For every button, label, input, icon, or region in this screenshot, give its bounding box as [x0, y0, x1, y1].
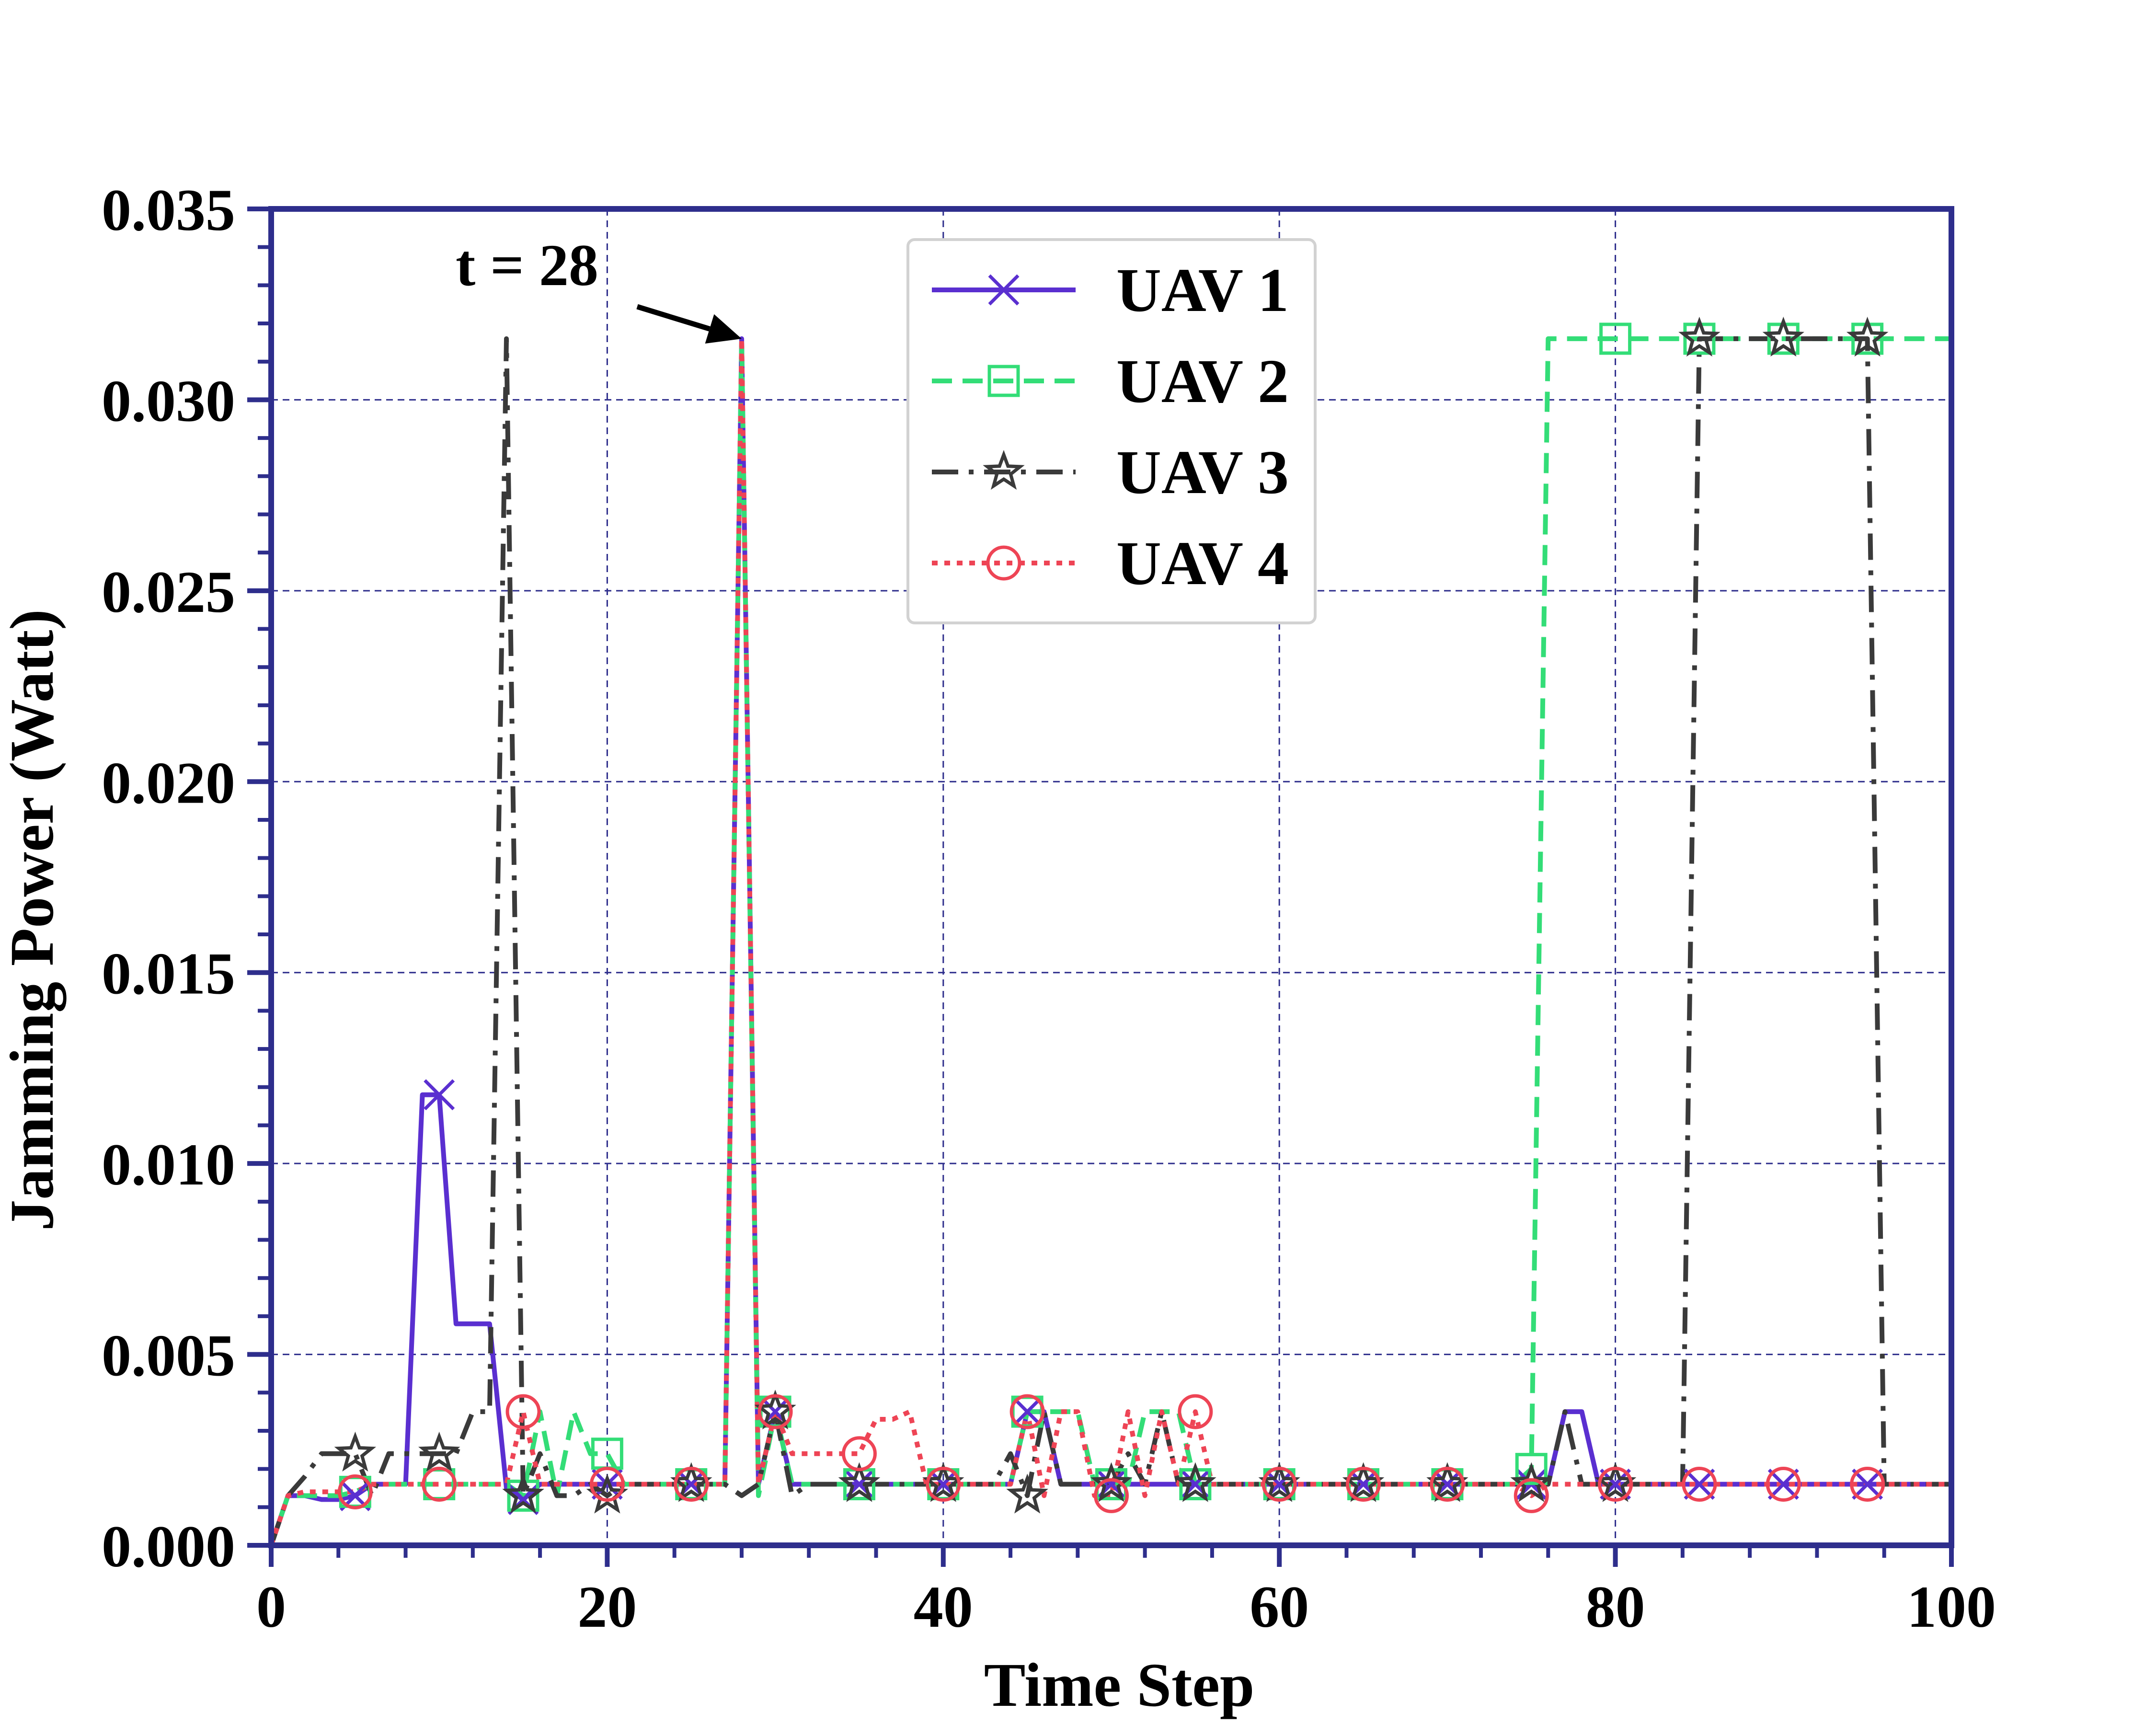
uav-4-point [674, 1467, 709, 1502]
uav-3-point [670, 1462, 712, 1502]
uav-4-point [1346, 1467, 1381, 1502]
uav-3-point [1846, 316, 1889, 357]
uav-1-point [1011, 1396, 1043, 1427]
x-tick-label: 40 [914, 1574, 973, 1640]
uav-3-point [502, 1473, 544, 1514]
uav-4-point [1682, 1467, 1717, 1502]
uav-3-point [754, 1390, 796, 1430]
legend-uav-4-marker [986, 545, 1021, 581]
y-tick-label: 0.005 [102, 1323, 235, 1389]
uav-3-point [1594, 1462, 1637, 1502]
uav-3-point [1510, 1462, 1553, 1502]
uav-4-point [1430, 1467, 1465, 1502]
axis-ticks [247, 207, 1954, 1567]
legend-uav-4-label: UAV 4 [1116, 529, 1289, 598]
uav-2-series-line [269, 336, 1951, 1546]
uav-3-point [1258, 1462, 1300, 1502]
annotation-label: t = 28 [456, 232, 598, 298]
uav-3-point [334, 1431, 377, 1472]
uav-4-point [1178, 1394, 1213, 1429]
uav-4-point [1514, 1478, 1549, 1513]
legend-uav-2-marker [987, 365, 1020, 397]
legend-uav-2-label: UAV 2 [1116, 347, 1289, 416]
x-tick-label: 100 [1907, 1574, 1996, 1640]
legend-box [906, 238, 1317, 624]
y-tick-label: 0.025 [102, 559, 235, 625]
y-tick-label: 0.030 [102, 368, 235, 434]
uav-3-point [1762, 316, 1804, 357]
y-tick-label: 0.020 [102, 750, 235, 816]
uav-4-point [1598, 1467, 1633, 1502]
uav-3-point [1426, 1462, 1468, 1502]
legend-uav-1-marker [988, 274, 1020, 306]
legend: UAV 1 UAV 2 UAV 3 UAV 4 [906, 238, 1317, 624]
uav-4-point [1850, 1467, 1885, 1502]
uav-2-point [1515, 1453, 1548, 1485]
annotation-arrow-head [705, 314, 742, 344]
uav-3-point [1174, 1462, 1216, 1502]
uav-4-point [1766, 1467, 1801, 1502]
series-markers [334, 316, 1889, 1515]
x-tick-label: 80 [1586, 1574, 1645, 1640]
legend-uav-1-label: UAV 1 [1116, 256, 1289, 325]
plot-frame [268, 206, 1954, 1548]
uav-3-point [1342, 1462, 1385, 1502]
uav-4-point [1261, 1467, 1297, 1502]
uav-4-point [337, 1474, 373, 1509]
uav-3-point [1090, 1462, 1133, 1502]
y-tick-label: 0.015 [102, 941, 235, 1007]
uav-4-point [757, 1394, 793, 1429]
uav-3-point [922, 1462, 964, 1502]
uav-3-point [418, 1431, 460, 1472]
uav-1-point [424, 1079, 455, 1111]
uav-4-point [589, 1467, 625, 1502]
uav-4-point [505, 1394, 541, 1429]
x-tick-label: 20 [577, 1574, 637, 1640]
y-axis-title: Jamming Power (Watt) [0, 609, 67, 1230]
x-tick-label: 0 [256, 1574, 286, 1640]
uav-3-point [586, 1473, 629, 1514]
legend-uav-3-label: UAV 3 [1116, 438, 1289, 507]
tick-labels: 0 20 40 60 80 100 0.000 0.005 0.010 0.015 0.020 0.0… [102, 177, 1996, 1640]
y-tick-label: 0.010 [102, 1132, 235, 1197]
uav-4-point [841, 1436, 877, 1472]
uav-3-point [1678, 316, 1720, 357]
uav-2-point [1599, 322, 1632, 355]
uav-4-point [1009, 1394, 1045, 1429]
uav-1-point [1684, 1469, 1715, 1500]
annotation-arrow [636, 304, 711, 332]
peak-annotation: t = 28 [456, 232, 742, 344]
y-tick-label: 0.000 [102, 1514, 235, 1579]
x-axis-title: Time Step [984, 1651, 1255, 1720]
uav-4-point [926, 1467, 961, 1502]
uav-1-point [1852, 1469, 1883, 1500]
legend-uav-3-marker [983, 450, 1025, 490]
y-tick-label: 0.035 [102, 177, 235, 243]
uav-1-point [1767, 1469, 1799, 1500]
uav-4-point [1094, 1478, 1129, 1513]
uav-4-point [422, 1467, 457, 1502]
uav-3-point [838, 1462, 881, 1502]
x-tick-label: 60 [1250, 1574, 1309, 1640]
uav-3-point [1006, 1473, 1048, 1514]
